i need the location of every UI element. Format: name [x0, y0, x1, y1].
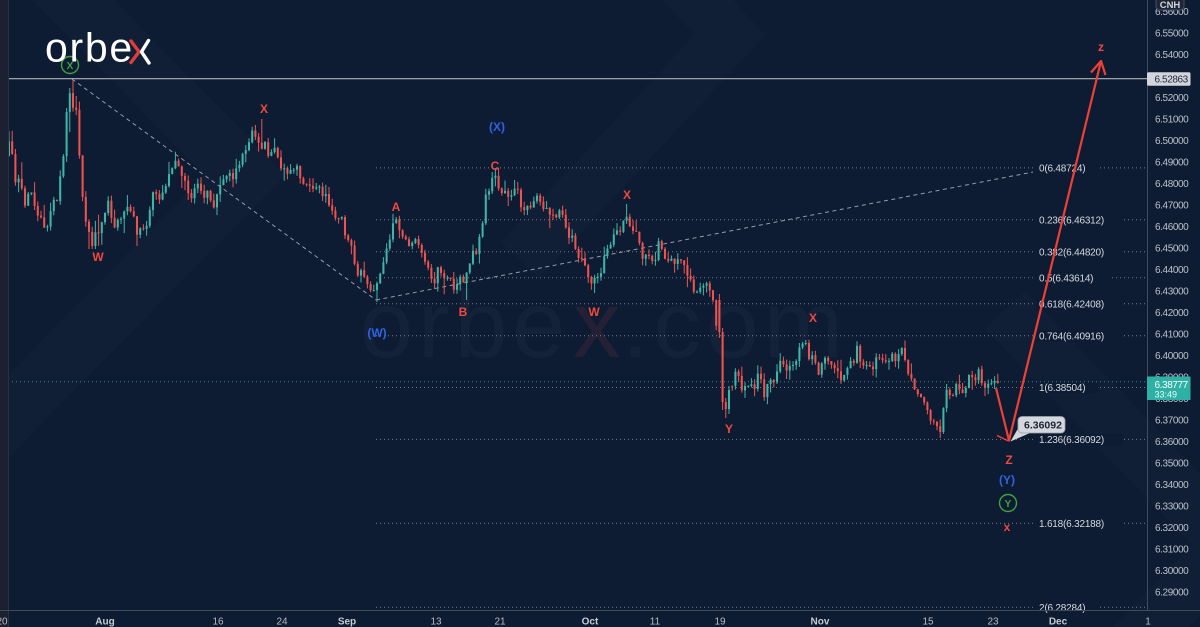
- svg-text:6.35000: 6.35000: [1155, 458, 1189, 469]
- svg-text:0.5(6.43614): 0.5(6.43614): [1039, 273, 1093, 284]
- svg-text:Aug: Aug: [95, 617, 114, 627]
- svg-text:orbe: orbe: [360, 272, 570, 378]
- svg-text:X: X: [260, 102, 268, 116]
- svg-text:19: 19: [714, 617, 726, 627]
- svg-text:6.36092: 6.36092: [1024, 420, 1062, 432]
- svg-text:16: 16: [212, 617, 224, 627]
- svg-text:6.47000: 6.47000: [1155, 201, 1189, 212]
- svg-text:6.37000: 6.37000: [1155, 415, 1189, 426]
- svg-text:0.236(6.46312): 0.236(6.46312): [1039, 215, 1104, 226]
- svg-text:6.40000: 6.40000: [1155, 351, 1189, 362]
- svg-text:Y: Y: [1005, 499, 1012, 510]
- svg-text:6.33000: 6.33000: [1155, 501, 1189, 512]
- svg-text:Z: Z: [1005, 453, 1012, 467]
- svg-text:X: X: [67, 61, 74, 72]
- svg-text:B: B: [459, 305, 468, 319]
- svg-text:X: X: [809, 311, 817, 325]
- svg-text:2(6.28284): 2(6.28284): [1039, 603, 1085, 614]
- svg-text:6.55000: 6.55000: [1155, 29, 1189, 40]
- svg-text:1.618(6.32188): 1.618(6.32188): [1039, 519, 1104, 530]
- svg-text:.com: .com: [622, 272, 848, 378]
- svg-text:6.45000: 6.45000: [1155, 243, 1189, 254]
- svg-text:6.52863: 6.52863: [1155, 75, 1189, 86]
- svg-text:x: x: [1004, 520, 1011, 534]
- svg-text:11: 11: [650, 617, 661, 627]
- svg-text:(X): (X): [489, 120, 505, 134]
- svg-text:6.44000: 6.44000: [1155, 265, 1189, 276]
- svg-text:Sep: Sep: [338, 617, 356, 627]
- svg-text:6.42000: 6.42000: [1155, 308, 1189, 319]
- svg-text:W: W: [92, 250, 104, 264]
- svg-text:CNH: CNH: [1160, 0, 1181, 11]
- svg-text:0.382(6.44820): 0.382(6.44820): [1039, 247, 1104, 258]
- svg-text:15: 15: [922, 617, 934, 627]
- svg-text:0(6.48724): 0(6.48724): [1039, 164, 1085, 175]
- svg-text:6.52000: 6.52000: [1155, 93, 1189, 104]
- svg-text:33:49: 33:49: [1155, 390, 1178, 400]
- svg-text:(W): (W): [367, 326, 386, 340]
- svg-text:20: 20: [0, 617, 8, 627]
- svg-text:X: X: [623, 188, 631, 202]
- svg-text:A: A: [392, 200, 401, 214]
- svg-text:6.38777: 6.38777: [1155, 380, 1189, 391]
- svg-text:6.31000: 6.31000: [1155, 544, 1189, 555]
- svg-text:13: 13: [430, 617, 442, 627]
- svg-text:6.46000: 6.46000: [1155, 222, 1189, 233]
- svg-text:6.29000: 6.29000: [1155, 587, 1189, 598]
- svg-text:x: x: [573, 272, 626, 378]
- svg-text:6.51000: 6.51000: [1155, 115, 1189, 126]
- svg-text:6.43000: 6.43000: [1155, 286, 1189, 297]
- svg-text:(Y): (Y): [999, 473, 1015, 487]
- svg-text:6.49000: 6.49000: [1155, 158, 1189, 169]
- svg-text:C: C: [491, 159, 500, 173]
- svg-text:0.618(6.42408): 0.618(6.42408): [1039, 299, 1104, 310]
- svg-text:1: 1: [1145, 617, 1151, 627]
- svg-text:6.41000: 6.41000: [1155, 329, 1189, 340]
- svg-text:Y: Y: [725, 422, 733, 436]
- svg-text:6.36000: 6.36000: [1155, 437, 1189, 448]
- svg-text:z: z: [1098, 40, 1104, 54]
- svg-text:W: W: [588, 305, 600, 319]
- svg-text:Nov: Nov: [811, 617, 830, 627]
- svg-text:Dec: Dec: [1049, 617, 1068, 627]
- svg-text:23: 23: [987, 617, 999, 627]
- svg-text:6.32000: 6.32000: [1155, 523, 1189, 534]
- svg-text:Oct: Oct: [582, 617, 599, 627]
- svg-text:0.764(6.40916): 0.764(6.40916): [1039, 331, 1104, 342]
- svg-text:24: 24: [276, 617, 288, 627]
- svg-text:1(6.38504): 1(6.38504): [1039, 383, 1085, 394]
- svg-text:21: 21: [494, 617, 506, 627]
- svg-text:6.56000: 6.56000: [1155, 7, 1189, 18]
- svg-text:6.48000: 6.48000: [1155, 179, 1189, 190]
- svg-text:orbe: orbe: [45, 25, 134, 71]
- svg-text:6.50000: 6.50000: [1155, 136, 1189, 147]
- svg-text:6.30000: 6.30000: [1155, 566, 1189, 577]
- svg-text:1.236(6.36092): 1.236(6.36092): [1039, 435, 1104, 446]
- svg-text:6.34000: 6.34000: [1155, 480, 1189, 491]
- svg-text:6.54000: 6.54000: [1155, 50, 1189, 61]
